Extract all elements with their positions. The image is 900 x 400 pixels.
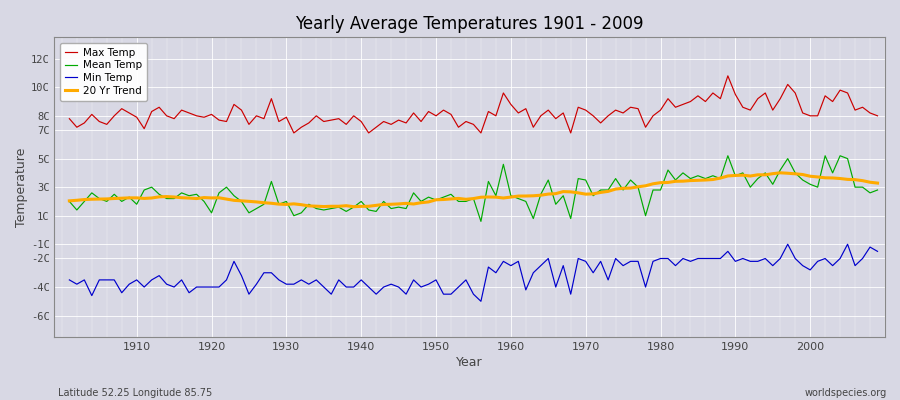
Min Temp xyxy=(506,263,517,268)
Mean Temp xyxy=(64,199,75,204)
Mean Temp xyxy=(723,153,734,158)
Max Temp xyxy=(603,114,614,118)
Mean Temp xyxy=(475,219,486,224)
20 Yr Trend xyxy=(348,204,359,209)
Line: Min Temp: Min Temp xyxy=(69,244,878,301)
Line: Max Temp: Max Temp xyxy=(69,76,878,133)
X-axis label: Year: Year xyxy=(456,356,483,369)
Mean Temp xyxy=(513,196,524,201)
20 Yr Trend xyxy=(513,194,524,198)
Mean Temp xyxy=(603,188,614,192)
Max Temp xyxy=(872,114,883,118)
Mean Temp xyxy=(872,188,883,192)
Max Temp xyxy=(341,122,352,127)
Min Temp xyxy=(782,242,793,247)
Y-axis label: Temperature: Temperature xyxy=(15,148,28,227)
Mean Temp xyxy=(288,213,299,218)
Max Temp xyxy=(288,130,299,135)
20 Yr Trend xyxy=(775,170,786,175)
Mean Temp xyxy=(124,195,135,200)
Mean Temp xyxy=(333,205,344,210)
Min Temp xyxy=(475,299,486,304)
Max Temp xyxy=(296,125,307,130)
20 Yr Trend xyxy=(872,181,883,186)
20 Yr Trend xyxy=(603,189,614,194)
Max Temp xyxy=(723,74,734,78)
Max Temp xyxy=(64,116,75,121)
Min Temp xyxy=(603,278,614,282)
Min Temp xyxy=(124,282,135,286)
Legend: Max Temp, Mean Temp, Min Temp, 20 Yr Trend: Max Temp, Mean Temp, Min Temp, 20 Yr Tre… xyxy=(59,42,147,101)
Max Temp xyxy=(506,102,517,107)
Line: Mean Temp: Mean Temp xyxy=(69,156,878,221)
Line: 20 Yr Trend: 20 Yr Trend xyxy=(69,173,878,207)
Text: worldspecies.org: worldspecies.org xyxy=(805,388,886,398)
Max Temp xyxy=(513,110,524,115)
20 Yr Trend xyxy=(333,204,344,209)
20 Yr Trend xyxy=(64,198,75,203)
Mean Temp xyxy=(506,193,517,198)
Title: Yearly Average Temperatures 1901 - 2009: Yearly Average Temperatures 1901 - 2009 xyxy=(295,15,644,33)
Text: Latitude 52.25 Longitude 85.75: Latitude 52.25 Longitude 85.75 xyxy=(58,388,212,398)
20 Yr Trend xyxy=(506,195,517,200)
Min Temp xyxy=(513,259,524,264)
20 Yr Trend xyxy=(124,196,135,200)
Min Temp xyxy=(872,249,883,254)
20 Yr Trend xyxy=(288,202,299,206)
Max Temp xyxy=(124,110,135,115)
Min Temp xyxy=(333,278,344,282)
Min Temp xyxy=(288,282,299,286)
Min Temp xyxy=(64,278,75,282)
